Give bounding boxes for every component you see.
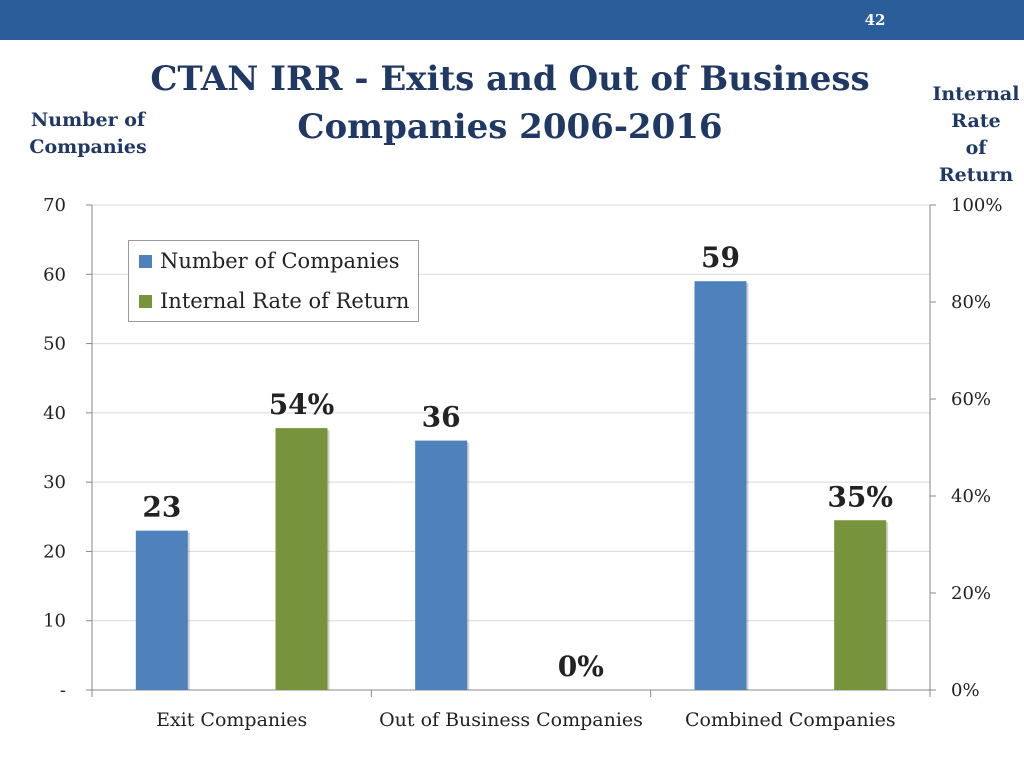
chart-legend: Number of Companies Internal Rate of Ret… — [128, 240, 419, 322]
legend-item-companies: Number of Companies — [139, 249, 400, 273]
bar — [415, 440, 468, 690]
legend-label-irr: Internal Rate of Return — [160, 289, 410, 313]
right-tick-label: 0% — [951, 680, 980, 701]
left-axis-title-line-2: Companies — [29, 136, 147, 158]
right-axis-title-line-2: Rate — [951, 110, 1001, 132]
data-label: 23 — [142, 491, 181, 524]
right-axis-title-line-3: of — [965, 137, 987, 159]
bar — [834, 520, 887, 690]
x-category-label: Combined Companies — [685, 709, 896, 731]
left-tick-label: 70 — [43, 195, 66, 216]
page-number: 42 — [864, 11, 886, 29]
right-axis-title-line-4: Return — [938, 164, 1014, 186]
right-tick-label: 20% — [951, 583, 991, 604]
left-tick-label: 60 — [43, 264, 66, 285]
x-category-label: Exit Companies — [156, 709, 307, 731]
left-axis-title: Number of Companies — [18, 107, 158, 161]
data-label: 35% — [827, 480, 893, 513]
right-axis-title-line-1: Internal — [932, 83, 1020, 105]
legend-swatch-companies — [139, 254, 152, 268]
data-label: 36 — [422, 401, 461, 434]
left-axis-title-line-1: Number of — [30, 109, 146, 131]
left-tick-label: - — [60, 680, 66, 701]
right-tick-label: 100% — [951, 195, 1002, 216]
left-tick-label: 30 — [43, 472, 66, 493]
legend-swatch-irr — [139, 294, 152, 308]
data-label: 59 — [701, 241, 740, 274]
top-banner: 42 — [0, 0, 1024, 40]
right-tick-label: 80% — [951, 292, 991, 313]
chart-title: CTAN IRR - Exits and Out of Business Com… — [150, 55, 870, 151]
bar — [694, 281, 747, 690]
left-tick-label: 10 — [43, 611, 66, 632]
right-tick-label: 40% — [951, 486, 991, 507]
right-axis-title: Internal Rate of Return — [928, 81, 1024, 189]
data-label: 54% — [269, 388, 335, 421]
chart-title-line-1: CTAN IRR - Exits and Out of Business — [150, 59, 870, 99]
right-tick-label: 60% — [951, 389, 991, 410]
legend-item-irr: Internal Rate of Return — [139, 289, 409, 313]
left-tick-label: 50 — [43, 334, 66, 355]
data-label: 0% — [558, 650, 604, 683]
legend-label-companies: Number of Companies — [160, 249, 400, 273]
bar — [275, 428, 328, 690]
left-tick-label: 40 — [43, 403, 66, 424]
x-category-label: Out of Business Companies — [379, 709, 643, 731]
left-tick-label: 20 — [43, 541, 66, 562]
bar — [135, 530, 188, 690]
chart-title-line-2: Companies 2006-2016 — [297, 107, 723, 147]
